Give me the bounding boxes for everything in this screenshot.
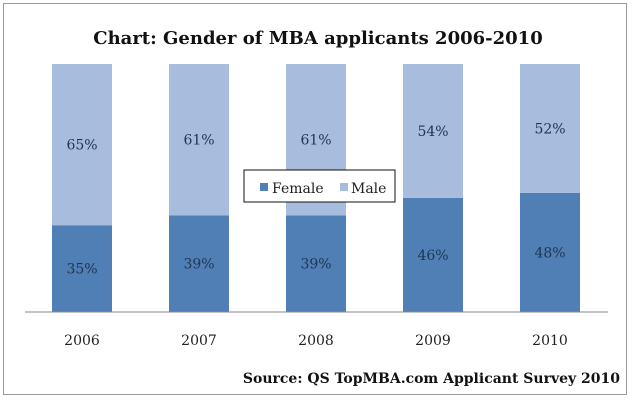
legend-label-female: Female	[272, 181, 324, 197]
data-label-female-2009: 46%	[417, 248, 448, 264]
chart-border	[3, 3, 627, 395]
data-label-female-2007: 39%	[183, 257, 214, 273]
x-tick-label-2009: 2009	[415, 333, 451, 349]
bar-male-2009	[403, 64, 463, 198]
bar-female-2007	[169, 215, 229, 312]
bar-female-2009	[403, 197, 463, 312]
bar-female-2010	[520, 192, 580, 312]
x-tick-label-2010: 2010	[532, 333, 568, 349]
data-label-male-2008: 61%	[300, 133, 331, 149]
data-label-female-2010: 48%	[534, 245, 565, 261]
chart-title: Chart: Gender of MBA applicants 2006-201…	[93, 28, 542, 49]
bar-female-2008	[286, 215, 346, 312]
bar-male-2007	[169, 64, 229, 216]
bar-male-2006	[52, 64, 112, 226]
legend-label-male: Male	[351, 181, 386, 197]
x-tick-label-2007: 2007	[181, 333, 217, 349]
data-label-male-2010: 52%	[534, 121, 565, 137]
x-tick-label-2008: 2008	[298, 333, 334, 349]
legend-swatch-female	[260, 183, 268, 191]
data-label-male-2009: 54%	[417, 124, 448, 140]
bar-male-2010	[520, 64, 580, 193]
data-label-female-2006: 35%	[66, 262, 97, 278]
legend-box	[243, 169, 396, 203]
x-tick-label-2006: 2006	[64, 333, 100, 349]
data-label-male-2006: 65%	[66, 138, 97, 154]
data-label-male-2007: 61%	[183, 133, 214, 149]
data-label-female-2008: 39%	[300, 257, 331, 273]
bar-female-2006	[52, 225, 112, 312]
legend-swatch-male	[340, 183, 348, 191]
source-note: Source: QS TopMBA.com Applicant Survey 2…	[243, 371, 620, 387]
legend: Female Male	[243, 169, 396, 203]
